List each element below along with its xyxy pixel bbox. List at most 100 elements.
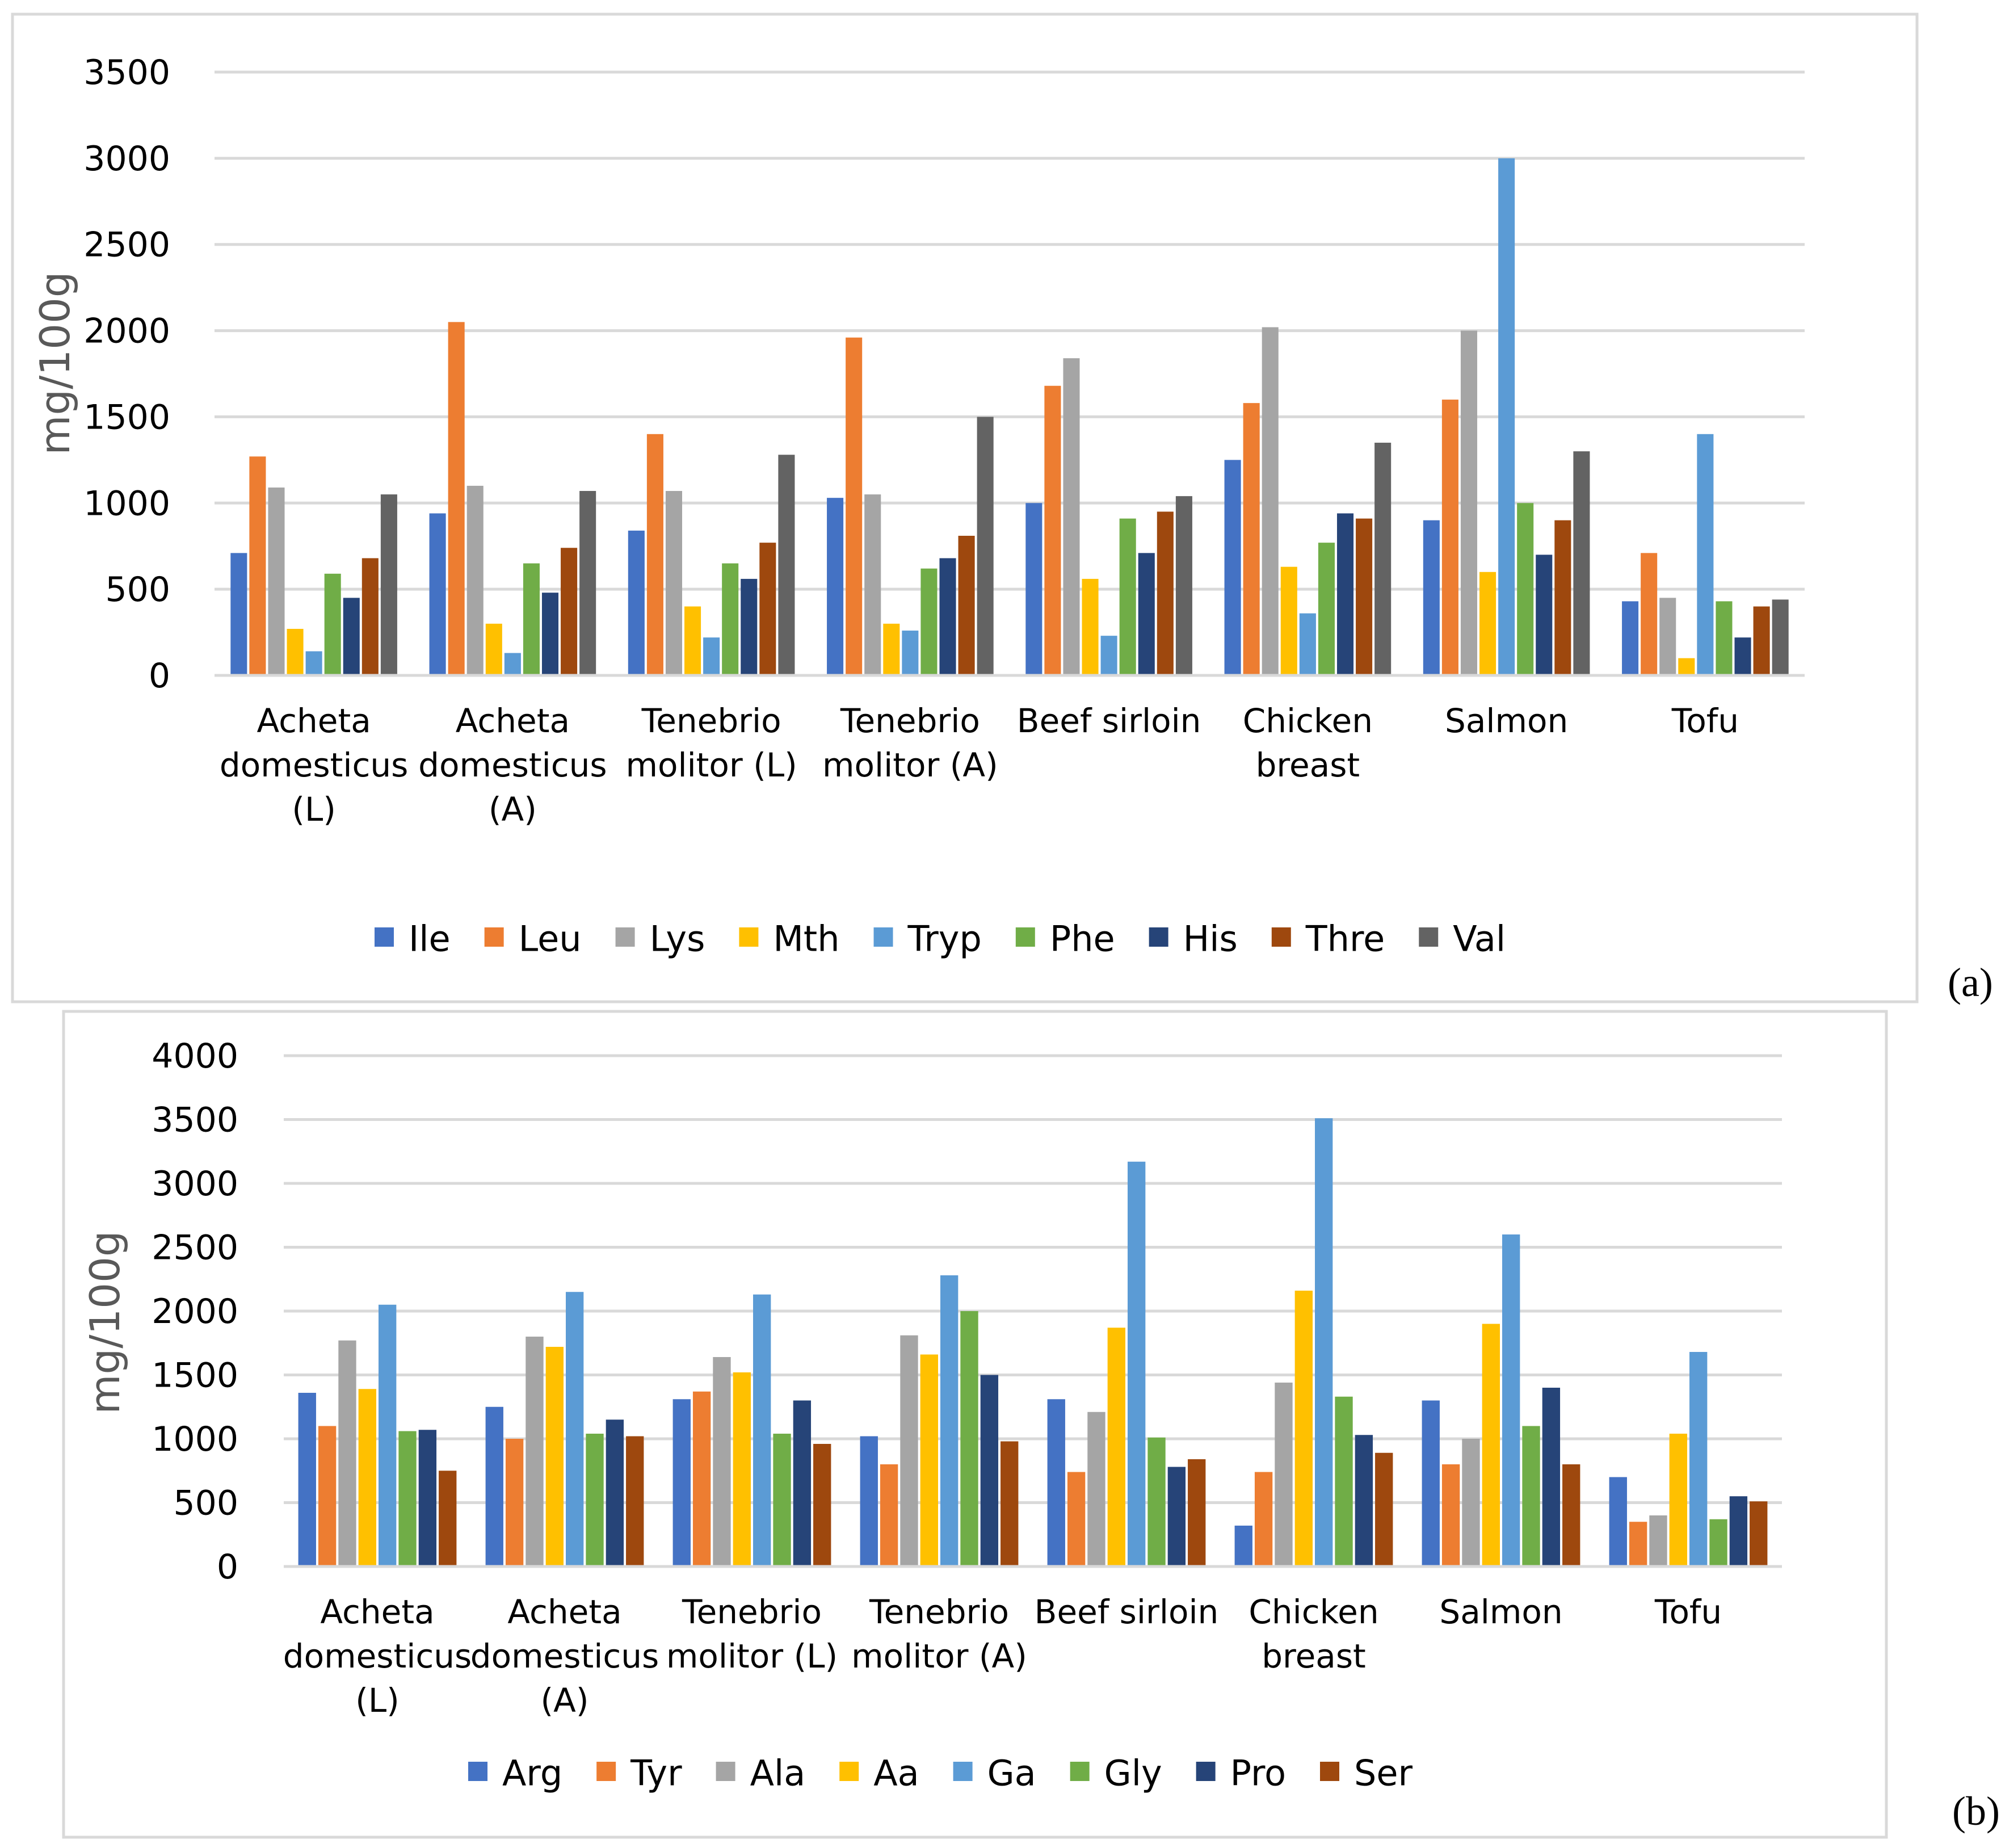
bar-ala	[1275, 1383, 1293, 1566]
bar-thre	[361, 558, 379, 675]
bar-his	[741, 578, 758, 675]
chart-frame-a	[11, 12, 1919, 1003]
legend-item-thre: Thre	[1271, 918, 1385, 959]
bar-phe	[324, 573, 341, 675]
y-tick-label: 1500	[152, 1356, 238, 1396]
bar-leu	[846, 337, 863, 675]
legend-label: Ala	[750, 1752, 806, 1794]
bar-ile	[1423, 520, 1440, 675]
legend-item-pro: Pro	[1196, 1752, 1286, 1794]
bar-leu	[1641, 553, 1658, 675]
bar-mth	[1082, 578, 1099, 675]
x-tick-label: molitor (A)	[851, 1637, 1027, 1675]
bar-mth	[287, 628, 304, 675]
y-tick-label: 0	[149, 656, 170, 696]
bar-gly	[1335, 1396, 1353, 1566]
bar-ala	[713, 1357, 731, 1566]
bar-leu	[1243, 403, 1260, 675]
bar-lys	[1063, 358, 1080, 675]
bar-lys	[864, 494, 881, 675]
bar-thre	[759, 543, 776, 675]
bar-ile	[827, 498, 844, 675]
legend-swatch	[484, 927, 504, 947]
bar-leu	[646, 434, 663, 675]
legend-item-phe: Phe	[1015, 918, 1115, 959]
bar-ile	[230, 553, 247, 675]
bar-ser	[813, 1444, 831, 1566]
bar-phe	[523, 563, 540, 675]
legend-item-tryp: Tryp	[873, 918, 982, 959]
legend-item-val: Val	[1419, 918, 1506, 959]
bar-ga	[1315, 1118, 1333, 1566]
bar-aa	[1669, 1434, 1687, 1566]
y-tick-labels-b: 0 500 1000 1500 2000 2500 3000 3500 4000	[152, 1036, 238, 1587]
bar-thre	[1554, 520, 1571, 675]
bar-lys	[268, 487, 285, 675]
legend-item-leu: Leu	[484, 918, 582, 959]
panel-label-b: (b)	[1952, 1788, 2000, 1834]
bar-lys	[1460, 330, 1478, 675]
bar-tryp	[305, 651, 322, 675]
bar-lys	[1262, 327, 1279, 675]
legend-swatch	[716, 1762, 735, 1781]
legend-swatch	[953, 1762, 973, 1781]
legend-swatch	[1271, 927, 1291, 947]
bar-ser	[1188, 1459, 1206, 1566]
y-tick-labels-a: 0 500 1000 1500 2000 2500 3000 3500	[83, 53, 170, 696]
x-tick-label: Beef sirloin	[1017, 702, 1201, 740]
bar-ala	[900, 1335, 918, 1566]
y-tick-label: 2000	[152, 1292, 238, 1332]
bar-tyr	[880, 1464, 898, 1566]
x-tick-label: Tenebrio	[840, 702, 980, 740]
bar-gly	[960, 1311, 978, 1566]
y-tick-label: 0	[217, 1547, 238, 1587]
bar-pro	[1542, 1388, 1561, 1566]
y-tick-label: 4000	[152, 1036, 238, 1076]
legend-swatch	[1149, 927, 1168, 947]
x-tick-label: Tenebrio	[869, 1593, 1009, 1631]
legend-label: His	[1183, 918, 1238, 959]
x-tick-label: Acheta	[320, 1593, 434, 1631]
bar-thre	[561, 548, 578, 675]
y-tick-label: 1500	[83, 397, 170, 437]
bar-pro	[606, 1419, 624, 1566]
panel-label-a: (a)	[1948, 960, 1993, 1005]
bar-ala	[526, 1337, 544, 1566]
y-axis-label-b: mg/100g	[81, 1230, 129, 1414]
bar-ile	[1025, 503, 1042, 675]
y-tick-label: 2500	[83, 225, 170, 265]
legend-item-gly: Gly	[1070, 1752, 1162, 1794]
bar-aa	[358, 1389, 376, 1566]
bar-phe	[722, 563, 739, 675]
x-tick-label: Acheta	[257, 702, 371, 740]
bar-gly	[773, 1434, 791, 1566]
bar-tryp	[1100, 636, 1117, 675]
bar-ga	[566, 1292, 584, 1566]
bar-ga	[753, 1294, 771, 1566]
bar-val	[977, 417, 994, 675]
legend-label: Tryp	[907, 918, 982, 959]
bar-mth	[1479, 572, 1496, 675]
y-axis-label-a: mg/100g	[31, 271, 79, 455]
y-tick-label: 1000	[83, 484, 170, 523]
bar-aa	[1107, 1328, 1125, 1566]
bar-tyr	[1067, 1472, 1086, 1566]
bar-pro	[1167, 1467, 1186, 1566]
x-tick-label: Tenebrio	[682, 1593, 822, 1631]
y-tick-label: 500	[173, 1484, 238, 1523]
bar-mth	[883, 623, 900, 675]
bars-a	[230, 158, 1789, 675]
bar-ser	[1750, 1501, 1768, 1566]
bar-gly	[586, 1434, 604, 1566]
y-tick-label: 3500	[83, 53, 170, 93]
x-tick-label: Tenebrio	[641, 702, 781, 740]
legend-label: Gly	[1104, 1752, 1162, 1794]
bar-tyr	[1441, 1464, 1460, 1566]
bar-lys	[1659, 598, 1676, 675]
bar-pro	[418, 1430, 437, 1566]
bar-ile	[1622, 601, 1639, 675]
bar-val	[1175, 496, 1192, 675]
legend-label: Val	[1453, 918, 1506, 959]
bar-his	[1336, 513, 1354, 675]
